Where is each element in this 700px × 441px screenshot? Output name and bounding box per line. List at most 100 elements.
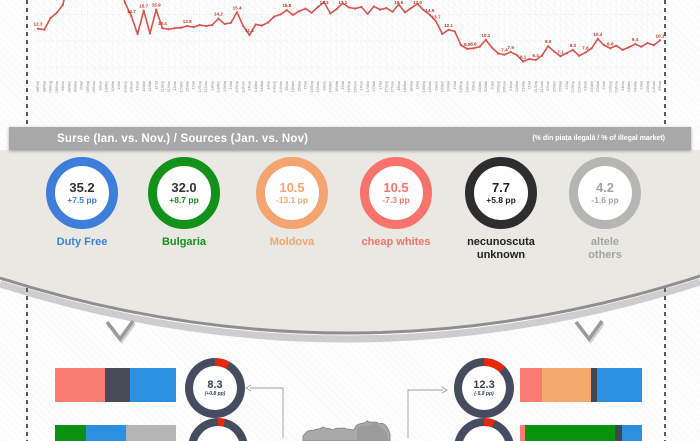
bar-segment (126, 425, 176, 441)
svg-text:12Ian: 12Ian (172, 81, 177, 91)
svg-text:11Mai: 11Mai (147, 81, 152, 92)
left-top-stacked-bar (55, 368, 176, 402)
svg-text:24Nov: 24Nov (651, 81, 656, 93)
chevron-down-icon (574, 319, 604, 344)
svg-text:14.9: 14.9 (425, 8, 434, 13)
svg-text:11Ian: 11Ian (135, 81, 140, 91)
svg-text:17.3: 17.3 (320, 0, 329, 5)
svg-text:19Ian: 19Ian (433, 81, 438, 91)
unknown-label: necunoscuta unknown (467, 236, 535, 261)
svg-text:14Nov: 14Nov (278, 81, 283, 93)
svg-text:21Iul: 21Iul (527, 81, 532, 90)
cheap-whites-value: 10.5 (383, 179, 409, 195)
svg-text:12Mar: 12Mar (178, 80, 183, 92)
svg-text:9.0: 9.0 (545, 39, 552, 44)
svg-text:11Sep: 11Sep (160, 80, 165, 92)
chevron-down-icon (105, 319, 135, 344)
svg-text:18Nov: 18Nov (427, 81, 432, 93)
right-top-donut-center: 12.3 (-5.8 pp) (462, 366, 506, 410)
svg-text:15.4: 15.4 (233, 5, 242, 10)
svg-text:7.4: 7.4 (501, 48, 508, 53)
svg-text:8.6: 8.6 (470, 41, 477, 46)
svg-text:16Nov: 16Nov (352, 81, 357, 93)
source-circle-unknown: 7.7 +5.8 pp necunoscuta unknown (446, 157, 556, 261)
svg-text:21Mai: 21Mai (520, 81, 525, 92)
bar-segment (55, 368, 105, 402)
unknown-value: 7.7 (491, 179, 511, 195)
svg-text:19Iul: 19Iul (452, 81, 457, 90)
svg-text:17.1: 17.1 (338, 0, 347, 5)
bar-segment (524, 425, 616, 441)
svg-text:12Sep: 12Sep (197, 80, 202, 92)
svg-text:10Ian: 10Ian (97, 81, 102, 91)
svg-text:16Ian: 16Ian (321, 81, 326, 91)
svg-text:13Mar: 13Mar (216, 80, 221, 92)
svg-text:24Mar: 24Mar (626, 80, 631, 92)
svg-text:12.4: 12.4 (158, 21, 167, 26)
svg-text:13Nov: 13Nov (240, 81, 245, 93)
bar-segment (596, 368, 642, 402)
source-circle-cheap-whites: 10.5 -7.3 pp cheap whites (341, 157, 451, 249)
svg-text:15.8: 15.8 (282, 3, 291, 8)
svg-text:08Feb: 08Feb (35, 80, 40, 92)
svg-text:10Mar: 10Mar (104, 80, 109, 92)
svg-text:17Nov: 17Nov (390, 81, 395, 93)
duty-free-change: +7.5 pp (67, 195, 97, 206)
svg-text:16Sep: 16Sep (346, 80, 351, 92)
svg-text:20Mai: 20Mai (483, 81, 488, 92)
svg-text:19Mar: 19Mar (440, 80, 445, 92)
svg-text:21Nov: 21Nov (539, 81, 544, 93)
svg-text:13.7: 13.7 (432, 14, 441, 19)
svg-text:11Mar: 11Mar (141, 80, 146, 92)
svg-text:09Sep: 09Sep (85, 80, 90, 92)
duty-free-label: Duty Free (56, 236, 108, 248)
left-bottom-stacked-bar (55, 425, 176, 441)
svg-text:21Ian: 21Ian (508, 81, 513, 91)
svg-text:23Sep: 23Sep (607, 80, 612, 92)
svg-text:14Sep: 14Sep (272, 80, 277, 92)
svg-text:09Ian: 09Ian (60, 81, 65, 91)
duty-free-value: 35.2 (69, 179, 95, 195)
svg-text:10Sep: 10Sep (122, 80, 127, 92)
svg-text:11Nov: 11Nov (166, 81, 171, 92)
bulgaria-ring: 32.0 +8.7 pp (148, 157, 220, 229)
svg-text:15Nov: 15Nov (315, 81, 320, 93)
svg-text:19Mai: 19Mai (446, 81, 451, 92)
svg-text:8.6: 8.6 (607, 41, 614, 46)
svg-text:18Mai: 18Mai (408, 81, 413, 92)
svg-text:7.9: 7.9 (508, 45, 515, 50)
svg-text:10.2: 10.2 (481, 33, 490, 38)
svg-text:17.0: 17.0 (413, 0, 422, 5)
right-bottom-donut-center (462, 426, 506, 441)
svg-text:21Sep: 21Sep (533, 80, 538, 92)
moldova-ring: 10.5 -13.1 pp (256, 157, 328, 229)
svg-text:22Sep: 22Sep (570, 80, 575, 92)
right-top-donut-gauge: 12.3 (-5.8 pp) (454, 358, 514, 418)
svg-text:13Sep: 13Sep (234, 80, 239, 92)
svg-text:6.4: 6.4 (532, 53, 539, 58)
svg-text:21Mar: 21Mar (514, 80, 519, 92)
others-ring: 4.2 -1.6 pp (569, 157, 641, 229)
svg-text:24Sep: 24Sep (645, 80, 650, 92)
left-top-donut-value: 8.3 (207, 378, 223, 391)
svg-text:7.1: 7.1 (557, 49, 564, 54)
arrow-left-icon (245, 384, 252, 392)
source-circle-duty-free: 35.2 +7.5 pp Duty Free (27, 157, 137, 249)
svg-text:22Nov: 22Nov (576, 81, 581, 93)
svg-text:17Ian: 17Ian (359, 81, 364, 91)
svg-text:11.1: 11.1 (245, 28, 254, 33)
svg-text:24Iul: 24Iul (639, 81, 644, 90)
banner-title: Surse (Ian. vs. Nov.) / Sources (Jan. vs… (57, 132, 309, 145)
svg-text:18Sep: 18Sep (421, 80, 426, 92)
others-label: altele others (588, 236, 622, 261)
svg-text:16Mar: 16Mar (328, 80, 333, 92)
svg-text:17Mai: 17Mai (371, 81, 376, 92)
svg-text:14Ian: 14Ian (247, 81, 252, 91)
svg-text:14Iul: 14Iul (265, 81, 270, 90)
svg-text:13Ian: 13Ian (209, 81, 214, 91)
svg-text:7.8: 7.8 (582, 46, 589, 51)
svg-text:16Iul: 16Iul (340, 81, 345, 90)
svg-text:12Mai: 12Mai (184, 81, 189, 92)
illicit-share-line-chart: 08Feb 08Mai 08Aug 08Nov 09Ian 09Mar 09Mai 09Iul… (0, 0, 700, 122)
